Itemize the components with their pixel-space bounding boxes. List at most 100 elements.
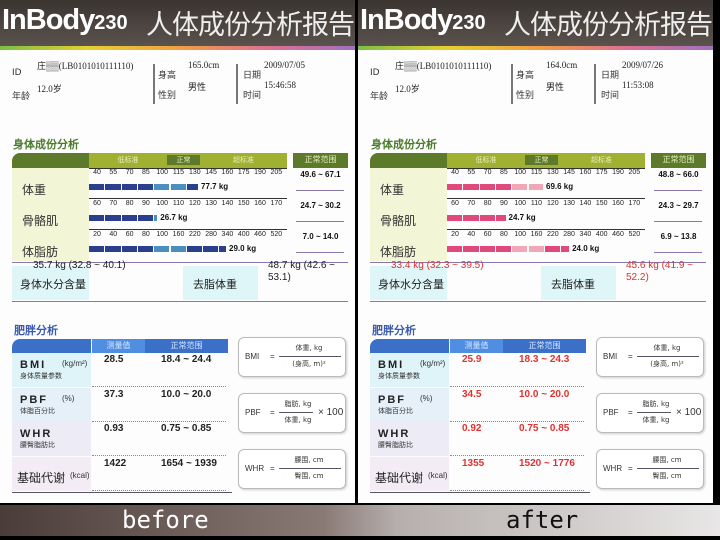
- time-label: 时间: [243, 91, 262, 101]
- brand-name: InBody: [2, 4, 95, 36]
- metric-subtitle: 体脂百分比: [20, 406, 55, 415]
- date-value: 2009/07/26: [622, 60, 664, 70]
- metric-name: WHR: [378, 428, 411, 440]
- scale-tick: 150: [237, 200, 250, 207]
- normal-range-fat: 7.0 ~ 14.0: [302, 232, 339, 241]
- bar-segment: [154, 215, 158, 221]
- scale-tick: 520: [270, 231, 283, 238]
- metric-name: BMI: [378, 359, 405, 371]
- caption-before: before: [122, 506, 209, 534]
- brand-name: InBody: [360, 4, 453, 36]
- bar-segment: [561, 246, 570, 252]
- normal-range-muscle: 24.7 ~ 30.2: [300, 201, 341, 210]
- metric-name: WHR: [20, 428, 53, 440]
- scale-tick: 115: [172, 169, 185, 176]
- divider: [12, 301, 348, 302]
- scale-tick: 175: [595, 169, 608, 176]
- bar-segment: [495, 246, 512, 252]
- scale-tick: 130: [546, 169, 559, 176]
- scale-tick: 55: [109, 169, 118, 176]
- date-label: 日期: [601, 71, 620, 81]
- bar-segment: [447, 184, 463, 190]
- lean-mass-label: 去脂体重: [183, 266, 258, 300]
- bar-segment: [203, 246, 219, 252]
- scale-tick: 40: [109, 231, 118, 238]
- metric-name: PBF: [20, 393, 48, 406]
- bar-segment: [186, 184, 199, 190]
- multiplier: × 100: [318, 407, 344, 418]
- unit-pbf: (%): [420, 393, 433, 403]
- bar-segment: [447, 246, 463, 252]
- scale-tick: 40: [451, 169, 459, 176]
- scale-tick: 160: [530, 231, 543, 238]
- scale-tick: 220: [546, 231, 559, 238]
- bar-segment: [512, 246, 528, 252]
- metric-subtitle: 腰臀脂肪比: [20, 441, 55, 449]
- formula-numerator: 脂肪, kg: [284, 400, 312, 408]
- age-label: 年龄: [370, 92, 389, 102]
- divider: [450, 455, 584, 456]
- id-label: ID: [370, 68, 380, 78]
- row-label-weight: 体重: [12, 168, 89, 199]
- formula-denominator: (身高, m)²: [650, 360, 684, 368]
- scale-tick: 80: [499, 231, 508, 238]
- table-header: [370, 153, 447, 168]
- lean-mass-value: 48.7 kg (42.6 ~ 53.1): [268, 260, 335, 283]
- formula-pbf: PBF = 脂肪, kg 体重, kg × 100: [596, 393, 704, 433]
- patient-name-id: 庄▒▒(LB0101010111110): [37, 61, 134, 71]
- scale-tick: 100: [156, 231, 169, 238]
- scale-tick: 70: [109, 200, 118, 207]
- bar-segment: [154, 184, 170, 190]
- measured-pbf: 34.5: [462, 388, 482, 400]
- scale-tick: 170: [270, 200, 283, 207]
- scale-tick: 70: [483, 169, 492, 176]
- fraction-line: [279, 468, 341, 469]
- bar-segment: [89, 246, 105, 252]
- time-value: 15:46:58: [264, 80, 297, 90]
- equals-sign: =: [628, 464, 633, 473]
- scale-tick: 85: [499, 169, 508, 176]
- formula-whr: WHR = 腰围, cm 臀围, cm: [238, 449, 346, 489]
- formula-label: WHR: [603, 464, 623, 473]
- equals-sign: =: [628, 352, 633, 361]
- divider: [296, 190, 344, 191]
- row-label-weight: 体重: [370, 168, 447, 199]
- formula-pbf: PBF = 脂肪, kg 体重, kg × 100: [238, 393, 346, 433]
- formula-denominator: (身高, m)²: [292, 360, 326, 368]
- model-number: 230: [452, 12, 486, 34]
- scale-tick: 120: [188, 200, 201, 207]
- height-value: 164.0cm: [546, 60, 578, 70]
- time-label: 时间: [601, 91, 620, 101]
- scale-tick: 400: [595, 231, 608, 238]
- scale-tick: 160: [579, 169, 592, 176]
- scale-tick: 145: [205, 169, 217, 176]
- bar-value-muscle: 26.7 kg: [160, 213, 188, 222]
- scale-tick: 145: [563, 169, 575, 176]
- bar-segment: [463, 215, 479, 221]
- divider: [12, 492, 232, 493]
- divider: [450, 489, 584, 491]
- divider: [92, 386, 226, 387]
- bar-segment: [219, 246, 227, 252]
- scale-tick: 20: [93, 231, 101, 238]
- time-value: 11:53:08: [622, 80, 654, 90]
- unit-pbf: (%): [62, 393, 75, 403]
- equals-sign: =: [270, 408, 275, 417]
- row-label-bmi: BMI 身体质量参数: [12, 353, 91, 387]
- bar-segment: [154, 246, 170, 252]
- scale-tick: 175: [237, 169, 250, 176]
- formula-denominator: 体重, kg: [284, 416, 312, 424]
- scale-tick: 70: [467, 200, 476, 207]
- row-label-muscle: 骨骼肌: [12, 199, 89, 230]
- normal-range-muscle: 24.3 ~ 29.7: [658, 201, 699, 210]
- bar-segment: [89, 184, 105, 190]
- row-label-pbf: PBF 体脂百分比: [12, 387, 91, 422]
- fraction-line: [637, 412, 671, 413]
- age-label: 年龄: [12, 92, 31, 102]
- divider: [450, 386, 584, 387]
- scale-tick: 400: [237, 231, 250, 238]
- report-panel-after: InBody230 人体成份分析报告 ID 庄▒▒(LB0101010111110) 年…: [358, 0, 713, 503]
- bar-segment: [479, 215, 495, 221]
- row-label-fat: 体脂肪: [370, 230, 447, 261]
- scale-tick: 100: [514, 231, 527, 238]
